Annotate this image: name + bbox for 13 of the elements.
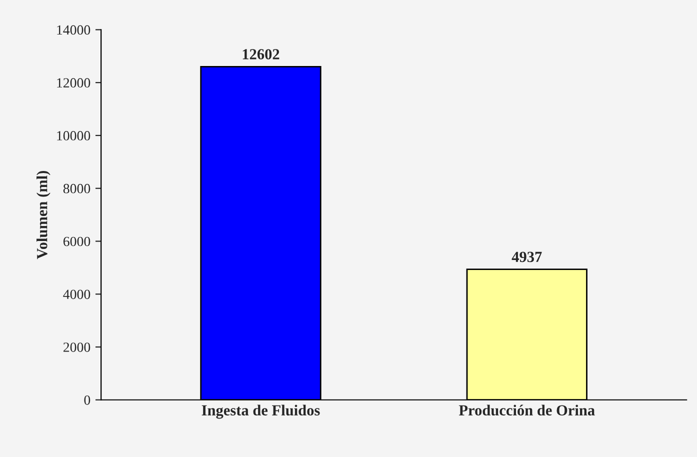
y-tick-label: 6000 [63,236,90,246]
y-axis-title: Volumen (ml) [36,170,50,260]
y-tick-label: 14000 [57,25,90,35]
x-tick-label: Ingesta de Fluidos [202,404,320,419]
y-tick-label: 0 [84,395,90,405]
y-tick-label: 12000 [57,78,90,88]
y-tick-label: 8000 [63,184,90,194]
data-label: 12602 [242,49,280,60]
y-tick-label: 4000 [63,290,90,300]
x-tick-label: Producción de Orina [458,404,595,416]
data-label: 4937 [512,252,542,262]
y-tick-label: 2000 [63,342,90,352]
y-tick-label: 10000 [57,131,90,140]
